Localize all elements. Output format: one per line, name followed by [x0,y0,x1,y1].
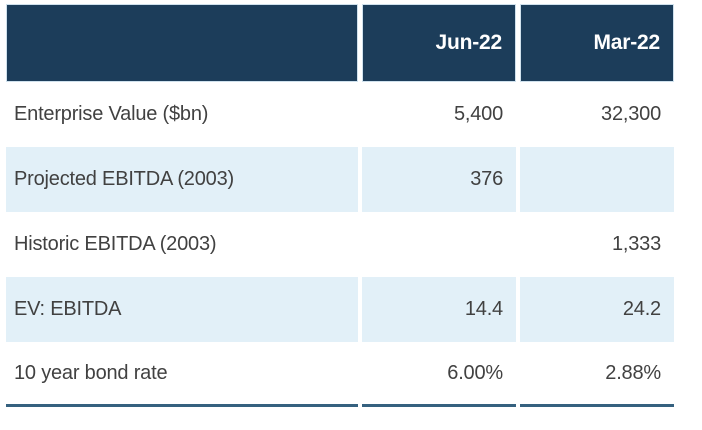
row-label-cell: Enterprise Value ($bn) [6,82,358,147]
row-value-cell: 24.2 [520,277,674,342]
row-label-cell: Historic EBITDA (2003) [6,212,358,277]
table-row: EV: EBITDA 14.4 24.2 [6,277,674,342]
row-value-cell: 2.88% [520,342,674,407]
table-row: 10 year bond rate 6.00% 2.88% [6,342,674,407]
row-value-cell: 32,300 [520,82,674,147]
row-label-cell: Projected EBITDA (2003) [6,147,358,212]
table-row: Historic EBITDA (2003) 1,333 [6,212,674,277]
header-cell-jun22: Jun-22 [362,4,516,82]
row-value-cell: 1,333 [520,212,674,277]
row-value-cell [520,147,674,212]
row-value-cell: 5,400 [362,82,516,147]
header-row: Jun-22 Mar-22 [6,4,674,82]
row-value-cell [362,212,516,277]
header-cell-blank [6,4,358,82]
row-value-cell: 376 [362,147,516,212]
row-value-cell: 6.00% [362,342,516,407]
financial-comparison-table: Jun-22 Mar-22 Enterprise Value ($bn) 5,40… [2,4,678,407]
header-cell-mar22: Mar-22 [520,4,674,82]
row-label-cell: EV: EBITDA [6,277,358,342]
row-label-cell: 10 year bond rate [6,342,358,407]
table-row: Projected EBITDA (2003) 376 [6,147,674,212]
row-value-cell: 14.4 [362,277,516,342]
table-row: Enterprise Value ($bn) 5,400 32,300 [6,82,674,147]
